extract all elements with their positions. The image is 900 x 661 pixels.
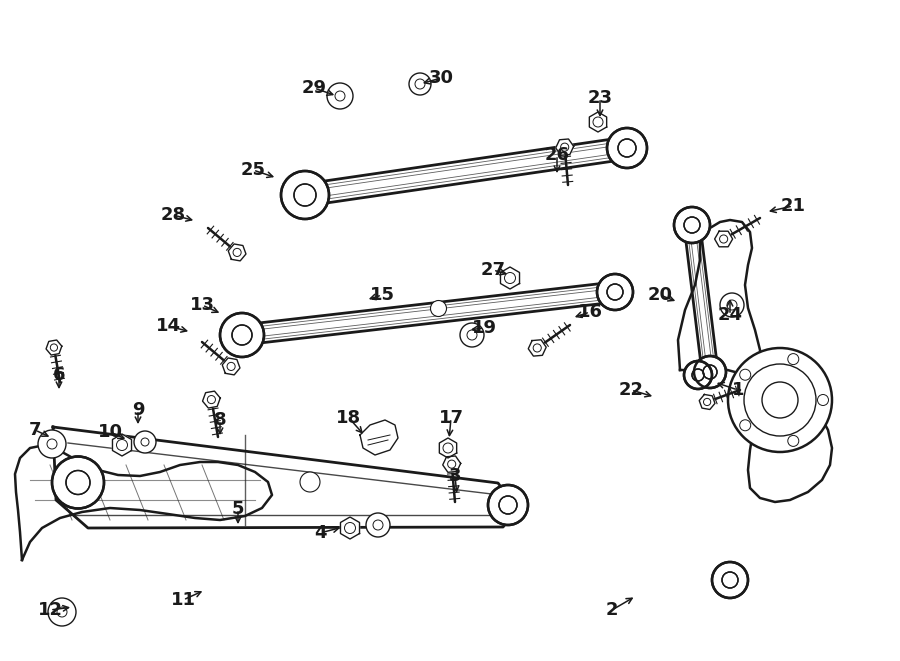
Circle shape (817, 395, 829, 405)
Circle shape (607, 128, 647, 168)
Circle shape (597, 274, 633, 310)
Circle shape (674, 207, 710, 243)
Circle shape (488, 485, 528, 525)
Circle shape (300, 472, 320, 492)
Circle shape (220, 313, 264, 357)
Text: 22: 22 (618, 381, 644, 399)
Polygon shape (360, 420, 398, 455)
Text: 28: 28 (160, 206, 185, 224)
Text: 10: 10 (97, 423, 122, 441)
Text: 8: 8 (213, 411, 226, 429)
Text: 24: 24 (717, 306, 742, 324)
Text: 13: 13 (190, 296, 214, 314)
Circle shape (728, 348, 832, 452)
Circle shape (712, 562, 748, 598)
Polygon shape (46, 340, 62, 355)
Text: 11: 11 (170, 591, 195, 609)
Text: 20: 20 (647, 286, 672, 304)
Circle shape (762, 382, 798, 418)
Circle shape (740, 420, 751, 431)
Text: 1: 1 (732, 381, 744, 399)
Polygon shape (15, 445, 272, 560)
Text: 26: 26 (544, 146, 570, 164)
Circle shape (740, 369, 751, 380)
Circle shape (788, 436, 799, 446)
Text: 29: 29 (302, 79, 327, 97)
Text: 18: 18 (337, 409, 362, 427)
Polygon shape (229, 244, 246, 261)
Polygon shape (340, 517, 359, 539)
Polygon shape (202, 391, 220, 408)
Text: 3: 3 (449, 467, 461, 485)
Circle shape (744, 364, 816, 436)
Circle shape (327, 83, 353, 109)
Polygon shape (590, 112, 607, 132)
Circle shape (720, 293, 744, 317)
Text: 27: 27 (481, 261, 506, 279)
Text: 2: 2 (606, 601, 618, 619)
Text: 6: 6 (53, 366, 65, 384)
Polygon shape (222, 358, 240, 375)
Circle shape (38, 430, 66, 458)
Polygon shape (439, 438, 456, 458)
Text: 4: 4 (314, 524, 326, 542)
Text: 21: 21 (780, 197, 806, 215)
Text: 16: 16 (578, 303, 602, 321)
Circle shape (409, 73, 431, 95)
Polygon shape (678, 220, 832, 502)
Text: 14: 14 (156, 317, 181, 335)
Text: 12: 12 (38, 601, 62, 619)
Polygon shape (241, 282, 616, 345)
Circle shape (48, 598, 76, 626)
Polygon shape (699, 395, 715, 409)
Polygon shape (500, 267, 519, 289)
Circle shape (684, 361, 712, 389)
Polygon shape (684, 224, 718, 373)
Circle shape (281, 171, 329, 219)
Text: 9: 9 (131, 401, 144, 419)
Circle shape (366, 513, 390, 537)
Polygon shape (555, 139, 573, 155)
Polygon shape (443, 456, 461, 473)
Circle shape (52, 457, 104, 508)
Circle shape (694, 356, 726, 388)
Polygon shape (53, 427, 518, 528)
Circle shape (788, 354, 799, 365)
Circle shape (460, 323, 484, 347)
Text: 19: 19 (472, 319, 497, 337)
Text: 30: 30 (428, 69, 454, 87)
Text: 15: 15 (370, 286, 394, 304)
Polygon shape (528, 340, 546, 356)
Text: 23: 23 (588, 89, 613, 107)
Text: 25: 25 (240, 161, 266, 179)
Polygon shape (112, 434, 131, 456)
Text: 17: 17 (438, 409, 464, 427)
Text: 5: 5 (232, 500, 244, 518)
Polygon shape (715, 231, 733, 247)
Circle shape (134, 431, 156, 453)
Text: 7: 7 (29, 421, 41, 439)
Circle shape (430, 301, 446, 317)
Polygon shape (303, 137, 628, 206)
